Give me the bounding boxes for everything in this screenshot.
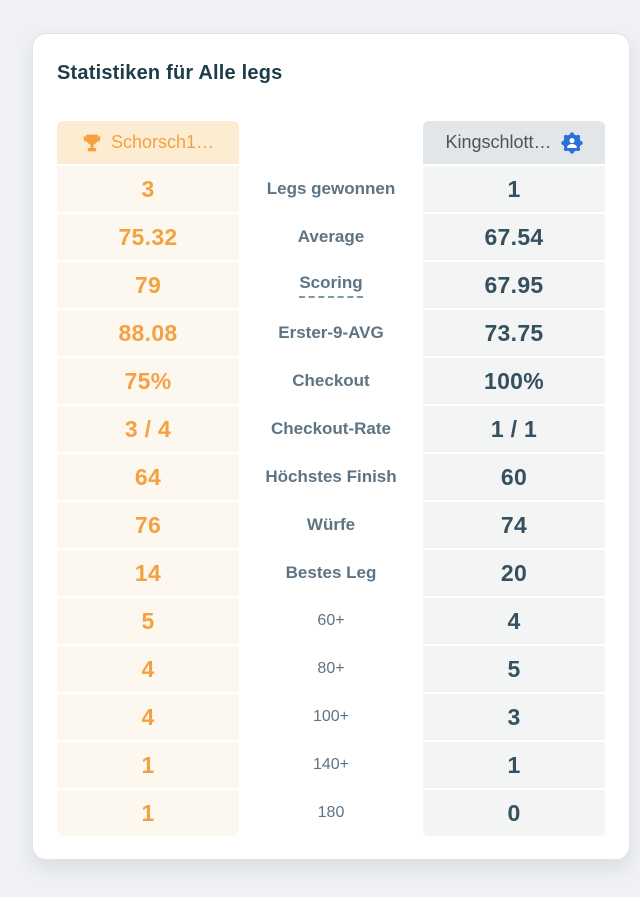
stat-value-right: 60 — [423, 454, 605, 500]
stat-value-right: 67.95 — [423, 262, 605, 308]
stat-label: 80+ — [239, 646, 423, 692]
player-name-right: Kingschlott… — [445, 132, 552, 152]
player-name-left: Schorsch1… — [110, 132, 215, 152]
stat-label: Würfe — [239, 502, 423, 548]
stat-label-text: 80+ — [317, 660, 345, 677]
stat-value-left: 5 — [57, 598, 239, 644]
stat-label-text: Average — [297, 227, 365, 246]
stat-label: 60+ — [239, 598, 423, 644]
stat-label: 100+ — [239, 694, 423, 740]
stat-label: Höchstes Finish — [239, 454, 423, 500]
stat-value-left: 1 — [57, 742, 239, 788]
stat-value-right: 67.54 — [423, 214, 605, 260]
stat-value-right: 100% — [423, 358, 605, 404]
stat-label-text: 100+ — [312, 708, 350, 725]
stat-value-left: 3 — [57, 166, 239, 212]
stat-label-text: Checkout — [292, 371, 370, 390]
stat-value-right: 1 / 1 — [423, 406, 605, 452]
stat-label: Average — [239, 214, 423, 260]
user-badge-icon — [560, 131, 583, 154]
stat-value-left: 76 — [57, 502, 239, 548]
stat-label: Checkout — [239, 358, 423, 404]
stat-value-right: 1 — [423, 742, 605, 788]
stat-value-right: 0 — [423, 790, 605, 836]
stat-label: Legs gewonnen — [239, 166, 423, 212]
stat-label-tooltip-text[interactable]: Scoring — [299, 273, 363, 298]
stat-value-right: 3 — [423, 694, 605, 740]
stat-label-text: 140+ — [312, 756, 350, 773]
stat-value-right: 73.75 — [423, 310, 605, 356]
stat-value-left: 75% — [57, 358, 239, 404]
header-spacer — [239, 121, 423, 164]
stat-label-text: Checkout-Rate — [271, 419, 391, 438]
stat-value-left: 64 — [57, 454, 239, 500]
stat-value-left: 4 — [57, 694, 239, 740]
stat-value-right: 5 — [423, 646, 605, 692]
stat-label-text: 60+ — [317, 612, 345, 629]
stat-label-text: Würfe — [306, 515, 356, 534]
stat-value-left: 79 — [57, 262, 239, 308]
stat-label: Scoring — [239, 262, 423, 308]
stat-label-text: 180 — [317, 804, 345, 821]
stat-value-left: 88.08 — [57, 310, 239, 356]
stat-label-text: Bestes Leg — [285, 563, 377, 582]
stat-label-text: Legs gewonnen — [266, 179, 396, 198]
stat-value-left: 14 — [57, 550, 239, 596]
stat-value-right: 20 — [423, 550, 605, 596]
stat-value-left: 1 — [57, 790, 239, 836]
stat-label: Bestes Leg — [239, 550, 423, 596]
stat-value-right: 4 — [423, 598, 605, 644]
stat-value-right: 1 — [423, 166, 605, 212]
player-header-right[interactable]: Kingschlott… — [423, 121, 605, 164]
stat-value-left: 3 / 4 — [57, 406, 239, 452]
stat-label: Checkout-Rate — [239, 406, 423, 452]
stat-label-text: Höchstes Finish — [265, 467, 397, 486]
card-title: Statistiken für Alle legs — [57, 62, 283, 84]
stat-value-left: 4 — [57, 646, 239, 692]
trophy-icon — [82, 133, 102, 153]
stat-label: 180 — [239, 790, 423, 836]
stat-label: 140+ — [239, 742, 423, 788]
stat-label: Erster-9-AVG — [239, 310, 423, 356]
stat-value-left: 75.32 — [57, 214, 239, 260]
player-header-left[interactable]: Schorsch1… — [57, 121, 239, 164]
statistics-card: Statistiken für Alle legs Schorsch1… Kin… — [32, 33, 630, 860]
stat-label-text: Erster-9-AVG — [278, 323, 384, 342]
stat-value-right: 74 — [423, 502, 605, 548]
